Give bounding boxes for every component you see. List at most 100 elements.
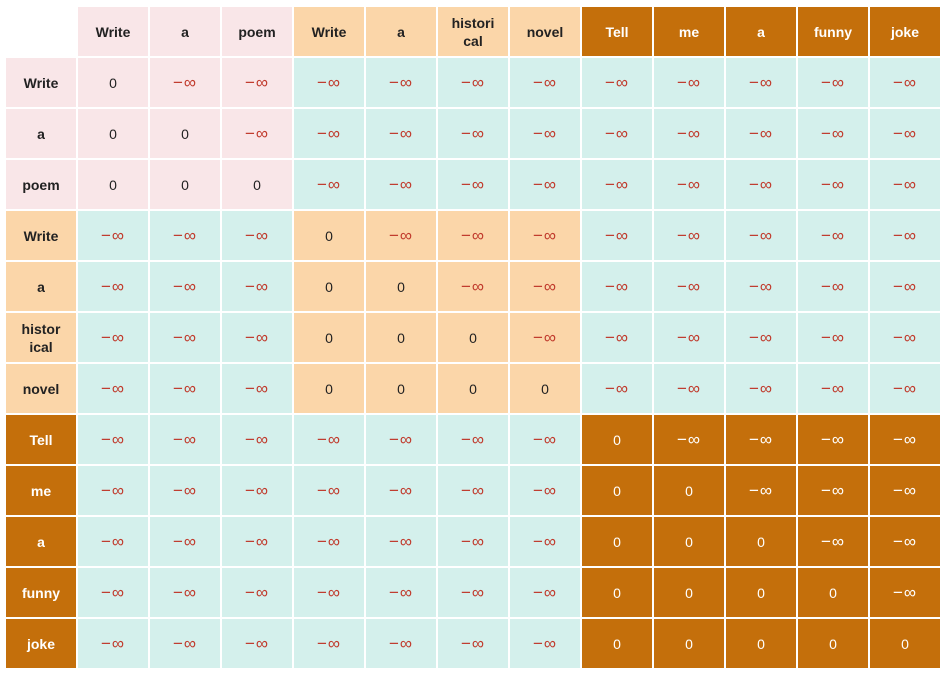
mask-cell-visible: 0 bbox=[870, 619, 940, 668]
neg-inf-value: −∞ bbox=[892, 582, 918, 602]
zero-value: 0 bbox=[397, 380, 405, 397]
mask-cell-visible: 0 bbox=[78, 109, 148, 158]
neg-inf-value: −∞ bbox=[676, 225, 702, 245]
mask-cell-masked: −∞ bbox=[654, 313, 724, 362]
mask-cell-visible: 0 bbox=[366, 364, 436, 413]
corner-cell bbox=[6, 7, 76, 56]
row-header-11: joke bbox=[6, 619, 76, 668]
neg-inf-value: −∞ bbox=[388, 123, 414, 143]
zero-value: 0 bbox=[325, 227, 333, 244]
mask-cell-masked: −∞ bbox=[78, 466, 148, 515]
mask-cell-visible: 0 bbox=[582, 568, 652, 617]
neg-inf-value: −∞ bbox=[532, 225, 558, 245]
mask-cell-masked: −∞ bbox=[870, 160, 940, 209]
neg-inf-value: −∞ bbox=[388, 531, 414, 551]
attention-mask-grid: Write a poem Write a histori cal novel Tell me a fu… bbox=[4, 5, 942, 670]
column-header-11: joke bbox=[870, 7, 940, 56]
mask-row-4: a −∞ −∞ −∞ 0 0 −∞ −∞ −∞ −∞ −∞ −∞ −∞ bbox=[6, 262, 940, 311]
neg-inf-value: −∞ bbox=[748, 276, 774, 296]
mask-cell-masked: −∞ bbox=[654, 211, 724, 260]
mask-cell-visible: 0 bbox=[150, 109, 220, 158]
mask-cell-masked: −∞ bbox=[366, 415, 436, 464]
zero-value: 0 bbox=[901, 635, 909, 652]
neg-inf-value: −∞ bbox=[532, 276, 558, 296]
zero-value: 0 bbox=[469, 329, 477, 346]
mask-cell-masked: −∞ bbox=[870, 313, 940, 362]
neg-inf-value: −∞ bbox=[532, 633, 558, 653]
mask-cell-masked: −∞ bbox=[726, 364, 796, 413]
mask-cell-masked: −∞ bbox=[438, 415, 508, 464]
neg-inf-value: −∞ bbox=[388, 72, 414, 92]
mask-cell-masked: −∞ bbox=[294, 58, 364, 107]
neg-inf-value: −∞ bbox=[244, 327, 270, 347]
mask-cell-masked: −∞ bbox=[150, 619, 220, 668]
zero-value: 0 bbox=[541, 380, 549, 397]
neg-inf-value: −∞ bbox=[244, 276, 270, 296]
neg-inf-value: −∞ bbox=[532, 531, 558, 551]
mask-cell-masked: −∞ bbox=[222, 619, 292, 668]
neg-inf-value: −∞ bbox=[244, 480, 270, 500]
column-header-7: Tell bbox=[582, 7, 652, 56]
mask-cell-masked: −∞ bbox=[438, 211, 508, 260]
mask-cell-masked: −∞ bbox=[78, 619, 148, 668]
neg-inf-value: −∞ bbox=[820, 174, 846, 194]
zero-value: 0 bbox=[325, 278, 333, 295]
mask-row-3: Write −∞ −∞ −∞ 0 −∞ −∞ −∞ −∞ −∞ −∞ −∞ −∞ bbox=[6, 211, 940, 260]
mask-cell-masked: −∞ bbox=[78, 262, 148, 311]
mask-cell-masked: −∞ bbox=[510, 415, 580, 464]
row-header-1: a bbox=[6, 109, 76, 158]
zero-value: 0 bbox=[613, 635, 621, 652]
neg-inf-value: −∞ bbox=[172, 429, 198, 449]
neg-inf-value: −∞ bbox=[172, 582, 198, 602]
mask-cell-masked: −∞ bbox=[726, 466, 796, 515]
mask-cell-masked: −∞ bbox=[78, 517, 148, 566]
mask-cell-masked: −∞ bbox=[78, 313, 148, 362]
neg-inf-value: −∞ bbox=[172, 225, 198, 245]
neg-inf-value: −∞ bbox=[676, 429, 702, 449]
mask-cell-masked: −∞ bbox=[510, 109, 580, 158]
row-header-4: a bbox=[6, 262, 76, 311]
mask-cell-masked: −∞ bbox=[150, 364, 220, 413]
mask-cell-masked: −∞ bbox=[870, 262, 940, 311]
mask-cell-masked: −∞ bbox=[510, 517, 580, 566]
zero-value: 0 bbox=[397, 329, 405, 346]
mask-cell-masked: −∞ bbox=[222, 313, 292, 362]
neg-inf-value: −∞ bbox=[676, 174, 702, 194]
neg-inf-value: −∞ bbox=[460, 174, 486, 194]
neg-inf-value: −∞ bbox=[460, 429, 486, 449]
mask-cell-visible: 0 bbox=[654, 466, 724, 515]
mask-cell-masked: −∞ bbox=[150, 313, 220, 362]
mask-cell-masked: −∞ bbox=[726, 211, 796, 260]
neg-inf-value: −∞ bbox=[244, 123, 270, 143]
mask-cell-visible: 0 bbox=[726, 619, 796, 668]
zero-value: 0 bbox=[613, 482, 621, 499]
mask-cell-masked: −∞ bbox=[870, 109, 940, 158]
mask-cell-visible: 0 bbox=[582, 466, 652, 515]
neg-inf-value: −∞ bbox=[100, 276, 126, 296]
neg-inf-value: −∞ bbox=[676, 327, 702, 347]
mask-cell-masked: −∞ bbox=[510, 58, 580, 107]
neg-inf-value: −∞ bbox=[388, 429, 414, 449]
mask-cell-visible: 0 bbox=[294, 211, 364, 260]
mask-cell-masked: −∞ bbox=[222, 364, 292, 413]
mask-cell-masked: −∞ bbox=[582, 313, 652, 362]
neg-inf-value: −∞ bbox=[532, 327, 558, 347]
zero-value: 0 bbox=[613, 584, 621, 601]
neg-inf-value: −∞ bbox=[892, 174, 918, 194]
mask-cell-visible: 0 bbox=[726, 568, 796, 617]
mask-cell-visible: 0 bbox=[726, 517, 796, 566]
mask-cell-masked: −∞ bbox=[222, 109, 292, 158]
mask-cell-masked: −∞ bbox=[150, 415, 220, 464]
neg-inf-value: −∞ bbox=[748, 429, 774, 449]
neg-inf-value: −∞ bbox=[676, 276, 702, 296]
neg-inf-value: −∞ bbox=[892, 225, 918, 245]
mask-cell-masked: −∞ bbox=[870, 568, 940, 617]
mask-cell-masked: −∞ bbox=[222, 211, 292, 260]
zero-value: 0 bbox=[109, 125, 117, 142]
neg-inf-value: −∞ bbox=[820, 123, 846, 143]
mask-cell-masked: −∞ bbox=[726, 109, 796, 158]
mask-cell-masked: −∞ bbox=[438, 517, 508, 566]
mask-cell-masked: −∞ bbox=[222, 568, 292, 617]
neg-inf-value: −∞ bbox=[820, 480, 846, 500]
neg-inf-value: −∞ bbox=[820, 378, 846, 398]
